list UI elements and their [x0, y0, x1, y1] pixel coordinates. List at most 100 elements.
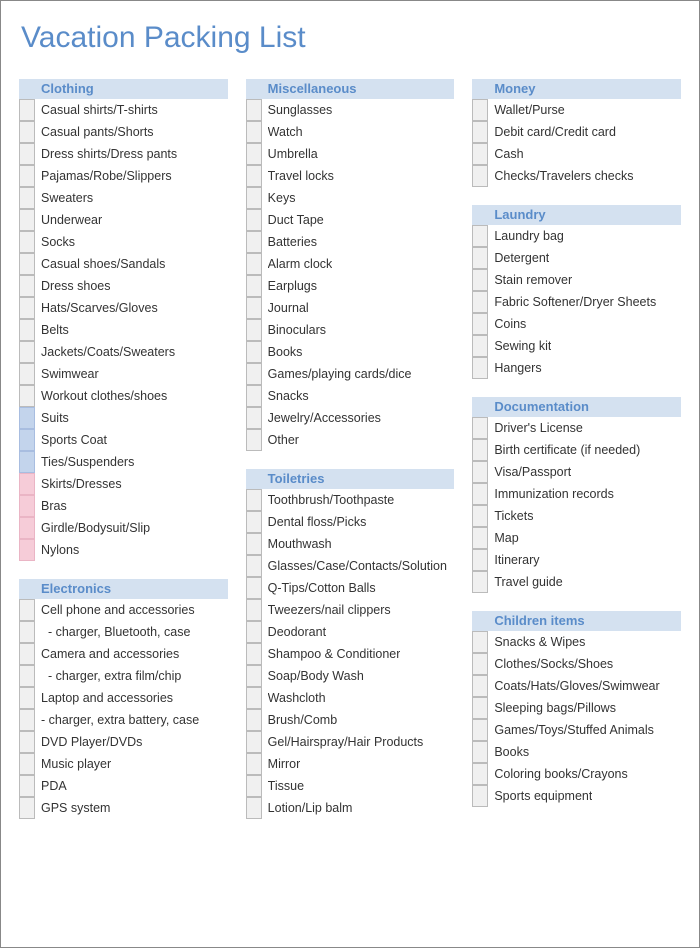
checkbox[interactable] [246, 275, 262, 297]
checkbox[interactable] [19, 341, 35, 363]
checkbox[interactable] [472, 165, 488, 187]
checkbox[interactable] [19, 517, 35, 539]
checkbox[interactable] [246, 209, 262, 231]
checkbox[interactable] [472, 549, 488, 571]
checkbox[interactable] [472, 225, 488, 247]
checkbox[interactable] [472, 335, 488, 357]
item-label: Keys [268, 187, 296, 209]
list-item: Games/Toys/Stuffed Animals [472, 719, 681, 741]
checkbox[interactable] [472, 313, 488, 335]
checkbox[interactable] [246, 363, 262, 385]
checkbox[interactable] [19, 209, 35, 231]
checkbox[interactable] [246, 297, 262, 319]
item-label: - charger, extra film/chip [41, 665, 181, 687]
checkbox[interactable] [246, 599, 262, 621]
checkbox[interactable] [472, 653, 488, 675]
checkbox[interactable] [19, 187, 35, 209]
checkbox[interactable] [19, 407, 35, 429]
checkbox[interactable] [19, 231, 35, 253]
checkbox[interactable] [246, 187, 262, 209]
checkbox[interactable] [19, 319, 35, 341]
checkbox[interactable] [472, 483, 488, 505]
item-label: Laundry bag [494, 225, 564, 247]
checkbox[interactable] [246, 341, 262, 363]
checkbox[interactable] [472, 763, 488, 785]
checkbox[interactable] [19, 363, 35, 385]
checkbox[interactable] [19, 99, 35, 121]
checkbox[interactable] [246, 231, 262, 253]
checkbox[interactable] [472, 785, 488, 807]
checkbox[interactable] [472, 571, 488, 593]
checkbox[interactable] [19, 495, 35, 517]
item-label: Debit card/Credit card [494, 121, 616, 143]
checkbox[interactable] [472, 121, 488, 143]
list-item: Girdle/Bodysuit/Slip [19, 517, 228, 539]
checkbox[interactable] [472, 527, 488, 549]
checkbox[interactable] [246, 429, 262, 451]
checkbox[interactable] [246, 687, 262, 709]
checkbox[interactable] [19, 709, 35, 731]
checkbox[interactable] [246, 407, 262, 429]
list-item: - charger, extra film/chip [19, 665, 228, 687]
list-item: Sunglasses [246, 99, 455, 121]
checkbox[interactable] [472, 741, 488, 763]
checkbox[interactable] [19, 665, 35, 687]
checkbox[interactable] [19, 643, 35, 665]
checkbox[interactable] [19, 775, 35, 797]
checkbox[interactable] [19, 797, 35, 819]
checkbox[interactable] [246, 577, 262, 599]
checkbox[interactable] [246, 533, 262, 555]
checkbox[interactable] [19, 429, 35, 451]
checkbox[interactable] [19, 297, 35, 319]
checkbox[interactable] [246, 511, 262, 533]
checkbox[interactable] [19, 451, 35, 473]
checkbox[interactable] [19, 385, 35, 407]
checkbox[interactable] [246, 165, 262, 187]
checkbox[interactable] [19, 621, 35, 643]
checkbox[interactable] [472, 417, 488, 439]
checkbox[interactable] [19, 253, 35, 275]
checkbox[interactable] [246, 143, 262, 165]
checkbox[interactable] [19, 753, 35, 775]
checkbox[interactable] [246, 665, 262, 687]
item-label: Other [268, 429, 299, 451]
checkbox[interactable] [246, 253, 262, 275]
checkbox[interactable] [472, 439, 488, 461]
checkbox[interactable] [472, 247, 488, 269]
checkbox[interactable] [246, 797, 262, 819]
checkbox[interactable] [472, 631, 488, 653]
checkbox[interactable] [246, 643, 262, 665]
checkbox[interactable] [246, 709, 262, 731]
checkbox[interactable] [472, 461, 488, 483]
checkbox[interactable] [19, 731, 35, 753]
section: DocumentationDriver's LicenseBirth certi… [472, 397, 681, 593]
checkbox[interactable] [472, 505, 488, 527]
checkbox[interactable] [246, 319, 262, 341]
checkbox[interactable] [19, 539, 35, 561]
checkbox[interactable] [19, 143, 35, 165]
checkbox[interactable] [19, 599, 35, 621]
checkbox[interactable] [472, 719, 488, 741]
list-item: Wallet/Purse [472, 99, 681, 121]
checkbox[interactable] [19, 165, 35, 187]
checkbox[interactable] [246, 731, 262, 753]
checkbox[interactable] [246, 385, 262, 407]
checkbox[interactable] [472, 357, 488, 379]
checkbox[interactable] [246, 121, 262, 143]
checkbox[interactable] [246, 489, 262, 511]
checkbox[interactable] [246, 621, 262, 643]
checkbox[interactable] [19, 473, 35, 495]
checkbox[interactable] [472, 291, 488, 313]
checkbox[interactable] [472, 269, 488, 291]
checkbox[interactable] [472, 143, 488, 165]
checkbox[interactable] [246, 555, 262, 577]
checkbox[interactable] [19, 687, 35, 709]
checkbox[interactable] [19, 275, 35, 297]
checkbox[interactable] [246, 99, 262, 121]
checkbox[interactable] [472, 675, 488, 697]
checkbox[interactable] [246, 753, 262, 775]
checkbox[interactable] [472, 697, 488, 719]
checkbox[interactable] [472, 99, 488, 121]
checkbox[interactable] [246, 775, 262, 797]
checkbox[interactable] [19, 121, 35, 143]
